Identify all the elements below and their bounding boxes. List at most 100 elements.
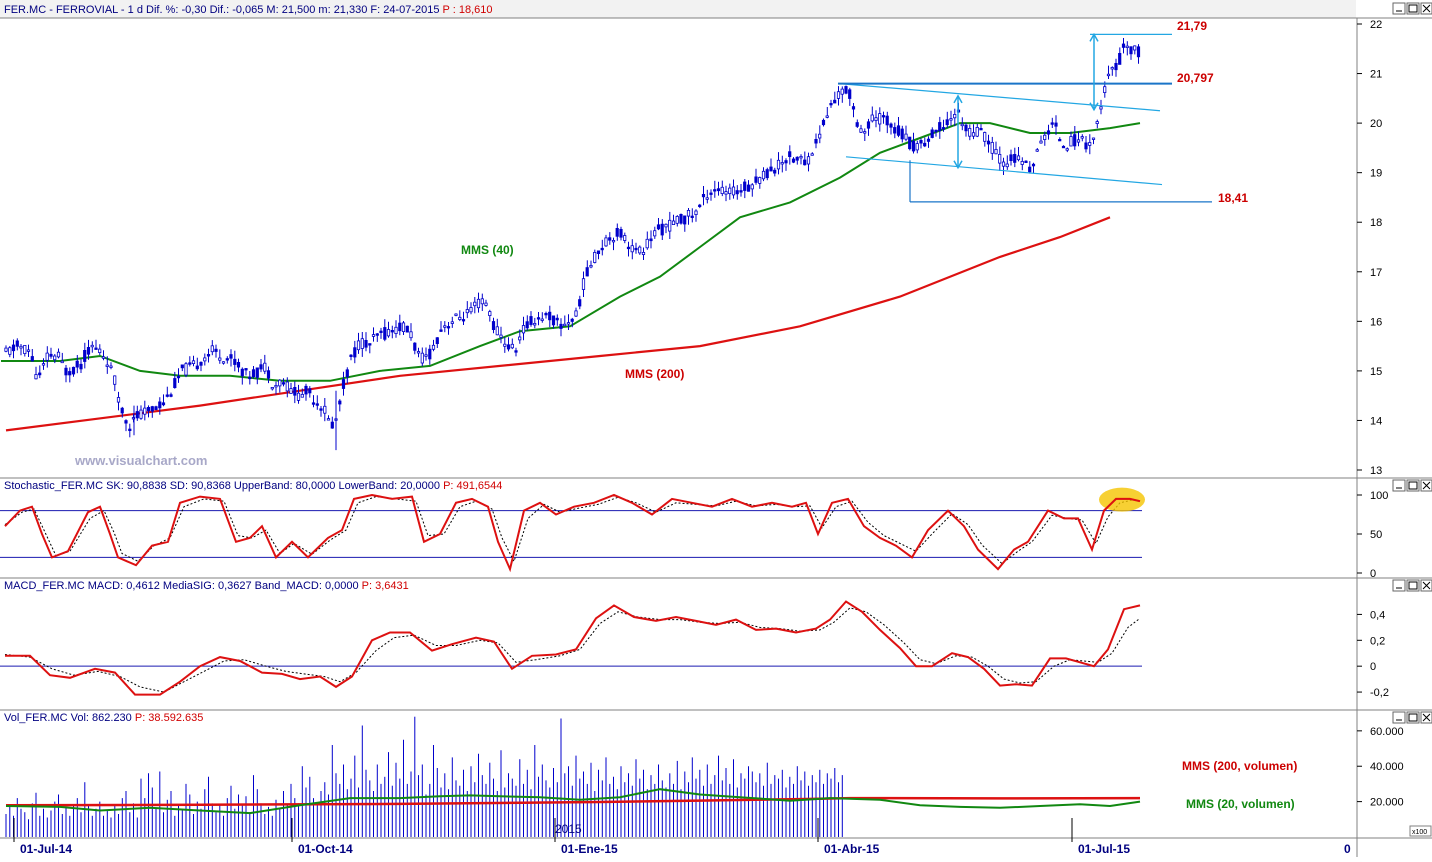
candle-body	[1054, 122, 1058, 127]
candle-body	[116, 397, 121, 403]
candle-body	[398, 322, 402, 332]
price-y-tick-label: 19	[1370, 168, 1382, 180]
breakout-target-arrow-head	[1089, 32, 1099, 42]
candle-body	[158, 401, 162, 409]
candle-body	[964, 124, 968, 132]
maximize-icon	[1408, 481, 1418, 490]
mms40-line	[1, 122, 1141, 382]
candle-body	[1039, 140, 1043, 144]
candle-body	[270, 386, 274, 390]
candle-body	[773, 169, 777, 174]
candle-body	[191, 360, 196, 364]
candle-body	[743, 181, 747, 191]
candle-body	[529, 316, 533, 325]
candle-body	[915, 143, 919, 151]
close-icon	[1422, 713, 1431, 722]
candle-body	[30, 356, 34, 362]
price-plot	[1, 32, 1212, 451]
minimize-button[interactable]	[1392, 579, 1406, 592]
maximize-button[interactable]	[1406, 579, 1420, 592]
candle-body	[551, 315, 556, 326]
candle-body	[503, 343, 507, 347]
candle-body	[278, 379, 282, 387]
candle-body	[525, 321, 529, 329]
candle-body	[893, 127, 897, 134]
candle-body	[881, 115, 886, 118]
stoch-y-tick-label: 100	[1370, 490, 1388, 502]
candle-body	[536, 317, 541, 320]
maximize-button[interactable]	[1406, 479, 1420, 492]
candle-body	[285, 381, 289, 392]
candle-body	[296, 392, 301, 401]
candle-body	[386, 329, 391, 337]
candle-body	[484, 302, 488, 306]
candle-body	[1088, 142, 1092, 146]
candle-body	[1061, 145, 1066, 149]
candle-body	[589, 264, 593, 268]
close-icon	[1422, 581, 1431, 590]
candle-body	[259, 364, 263, 370]
candle-body	[874, 117, 878, 121]
candle-body	[255, 367, 259, 378]
candle-body	[1091, 137, 1096, 140]
candle-body	[424, 354, 428, 357]
candle-body	[210, 345, 214, 353]
candle-body	[829, 103, 833, 106]
candle-body	[540, 318, 544, 321]
candle-body	[390, 329, 394, 333]
candle-body	[664, 223, 668, 228]
candle-body	[784, 160, 788, 164]
price-y-tick-label: 13	[1370, 465, 1382, 477]
candle-body	[105, 364, 109, 367]
candle-body	[994, 148, 998, 155]
candle-body	[173, 378, 177, 389]
candle-body	[998, 153, 1002, 164]
candle-body	[124, 420, 128, 424]
trend-lines	[837, 32, 1212, 203]
breakout-target-arrow	[1089, 32, 1099, 112]
candle-body	[1009, 154, 1013, 162]
minimize-button[interactable]	[1392, 711, 1406, 724]
candle-body	[833, 99, 837, 104]
candle-body	[26, 349, 31, 352]
candle-body	[960, 123, 964, 127]
candle-body	[803, 159, 807, 166]
maximize-button[interactable]	[1406, 2, 1420, 15]
channel-height-arrow-tail	[953, 160, 963, 170]
candle-body	[679, 213, 683, 224]
candle-body	[139, 409, 143, 419]
candle-body	[413, 342, 417, 351]
candle-body	[855, 122, 859, 127]
macd-y-tick-label: 0,4	[1370, 609, 1385, 621]
price-header-bar	[0, 0, 1356, 18]
candle-body	[491, 321, 496, 331]
candle-body	[739, 190, 743, 193]
candle-body	[1043, 134, 1047, 140]
date-axis: 01-Jul-14 01-Oct-14 01-Ene-15 01-Abr-15 01-J…	[13, 818, 1351, 856]
candle-body	[731, 186, 736, 196]
candle-body	[263, 362, 267, 372]
candle-body	[41, 363, 46, 366]
candle-body	[735, 190, 739, 195]
candle-body	[450, 321, 454, 324]
maximize-button[interactable]	[1406, 711, 1420, 724]
minimize-button[interactable]	[1392, 479, 1406, 492]
candle-body	[765, 169, 769, 179]
minimize-button[interactable]	[1392, 2, 1406, 15]
candle-body	[885, 115, 889, 126]
vol-mms200-line	[5, 796, 1141, 807]
vol-y-tick-label: 20.000	[1370, 797, 1404, 809]
candle-body	[1065, 148, 1069, 151]
candle-body	[859, 128, 863, 133]
candle-body	[34, 374, 38, 380]
candle-body	[806, 156, 811, 165]
stoch-header: Stochastic_FER.MC SK: 90,8838 SD: 90,836…	[4, 480, 502, 492]
candle-body	[870, 114, 874, 122]
candle-body	[934, 129, 938, 133]
candle-body	[518, 336, 522, 341]
candle-body	[641, 251, 646, 255]
macd-y-tick-label: 0	[1370, 661, 1376, 673]
candle-body	[345, 369, 349, 378]
price-pane-controls	[1392, 2, 1432, 15]
candle-body	[383, 327, 387, 340]
